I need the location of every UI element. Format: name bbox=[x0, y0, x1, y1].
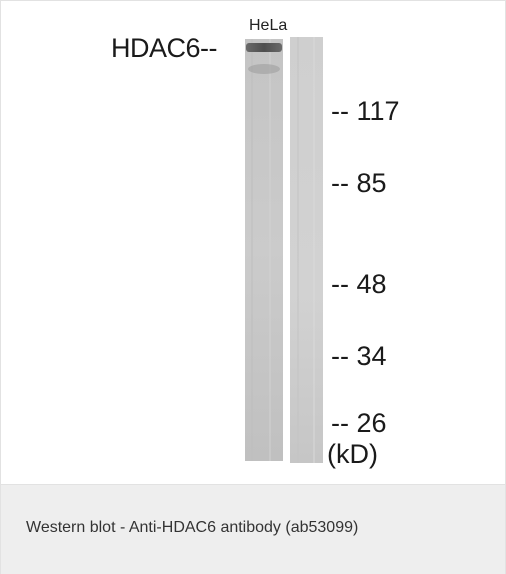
protein-label-hdac6: HDAC6-- bbox=[111, 33, 218, 63]
blot-lanes bbox=[245, 37, 323, 463]
marker-34: -- 34 bbox=[331, 341, 387, 371]
figure-caption: Western blot - Anti-HDAC6 antibody (ab53… bbox=[26, 519, 359, 536]
marker-48: -- 48 bbox=[331, 269, 387, 299]
marker-85: -- 85 bbox=[331, 168, 387, 198]
marker-26: -- 26 bbox=[331, 408, 387, 438]
marker-117: -- 117 bbox=[331, 96, 400, 126]
hdac6-band bbox=[246, 43, 282, 52]
caption-area: Western blot - Anti-HDAC6 antibody (ab53… bbox=[1, 484, 505, 574]
lane-hela bbox=[245, 39, 283, 461]
lane-control bbox=[290, 37, 323, 463]
western-blot-image: HeLa HDAC6-- -- 117 -- 85 -- 48 -- 34 --… bbox=[1, 1, 505, 484]
lane-label-hela: HeLa bbox=[249, 17, 288, 34]
unit-label-kd: (kD) bbox=[327, 439, 378, 469]
